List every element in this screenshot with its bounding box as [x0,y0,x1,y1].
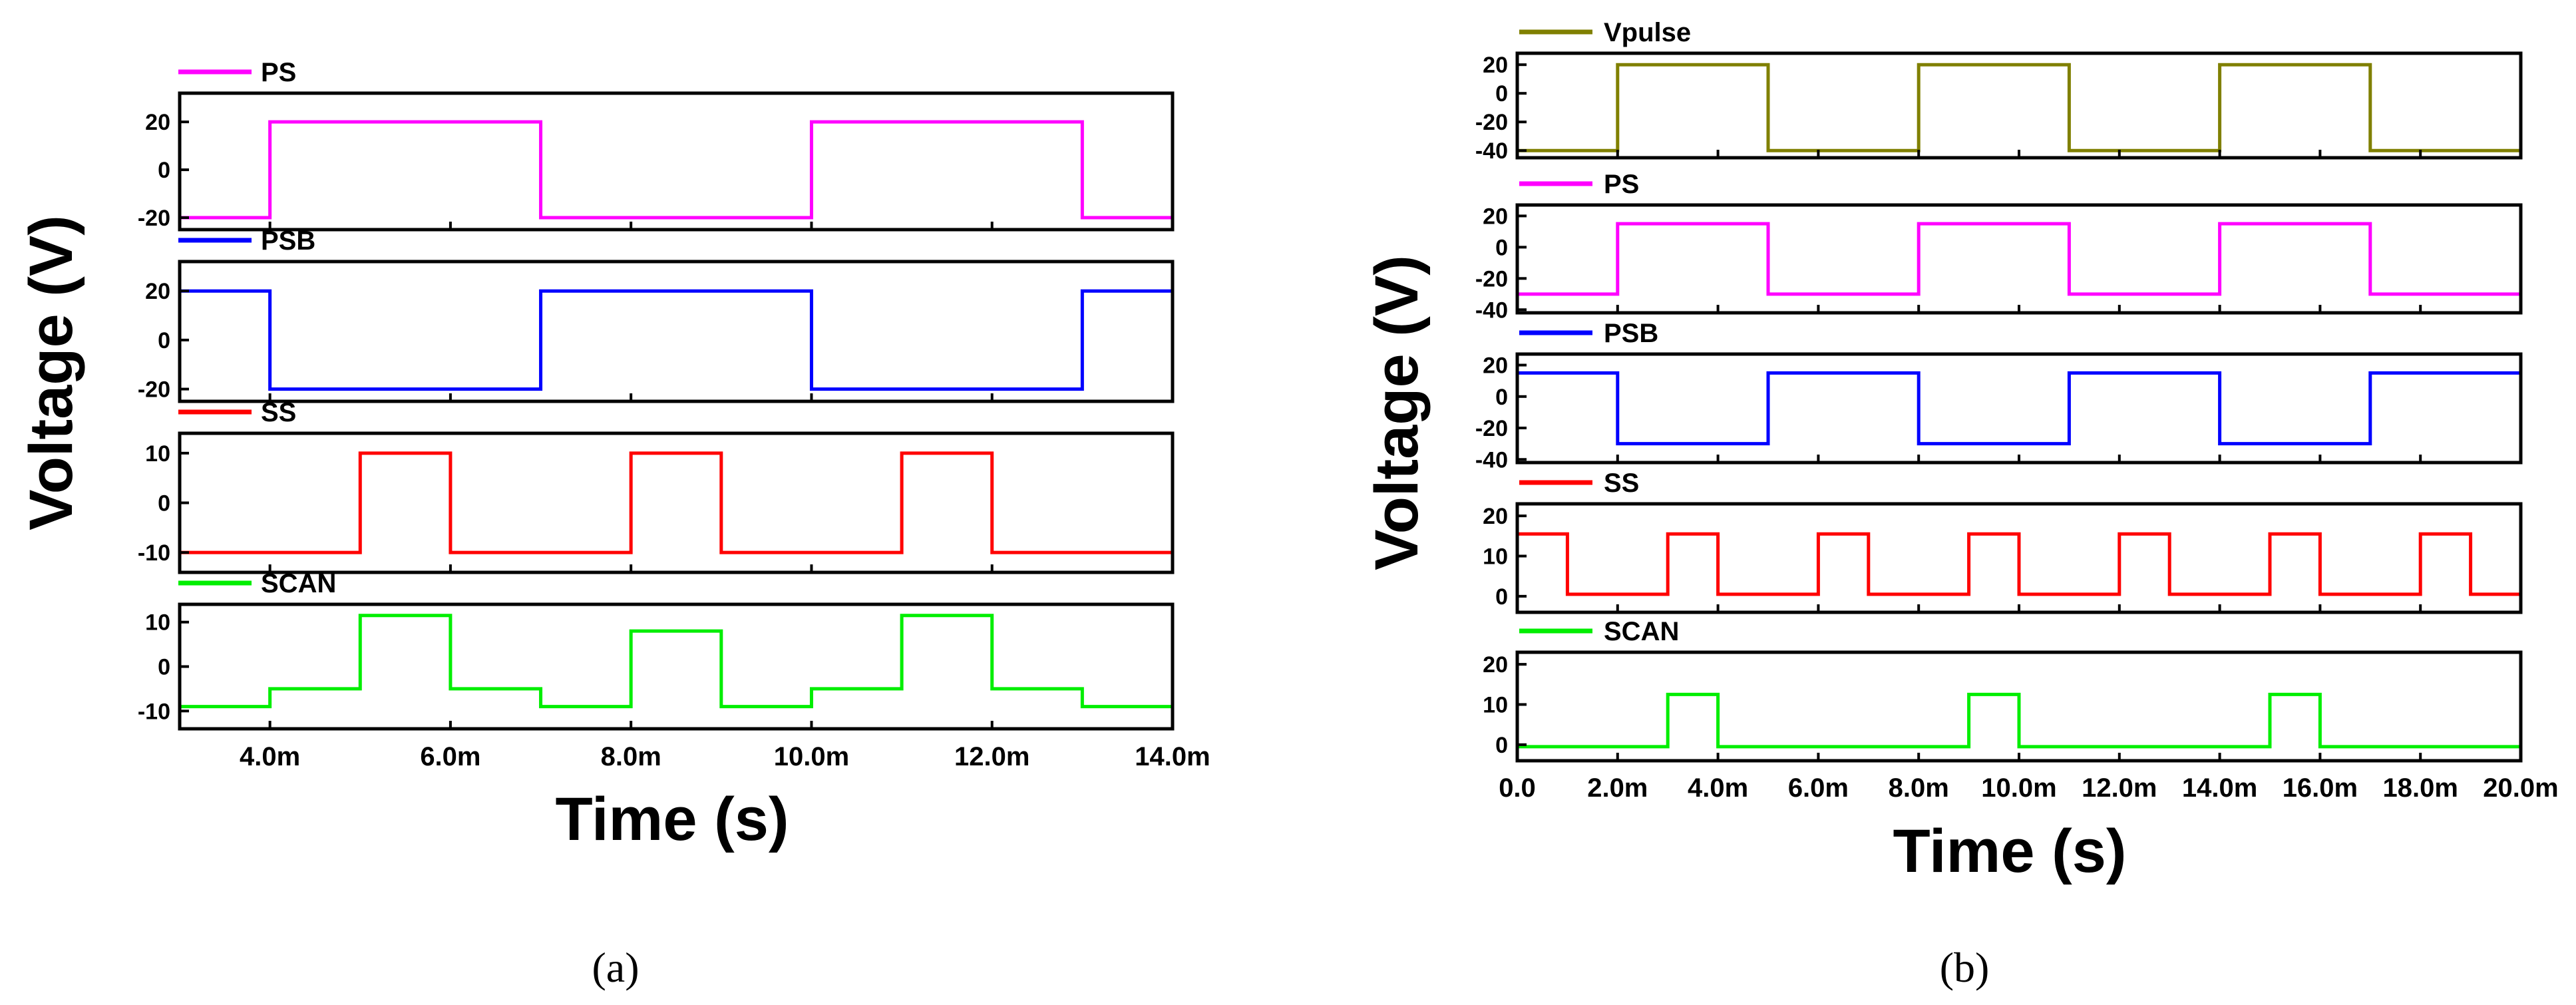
y-tick-label: -40 [1475,298,1508,323]
y-tick-label: -40 [1475,138,1508,164]
subfigure-label-a: (a) [592,944,639,991]
legend-label-vpulse: Vpulse [1604,18,1691,47]
legend-label-psb: PSB [1604,319,1658,348]
y-tick-label: -20 [138,377,170,403]
y-tick-label: -40 [1475,447,1508,473]
legend-label-psb: PSB [261,226,315,256]
y-tick-label: -10 [138,540,170,566]
x-tick-label: 18.0m [2382,773,2458,803]
legend-label-ss: SS [261,398,296,427]
y-tick-label: 0 [158,328,170,353]
y-tick-label: 20 [1483,652,1508,678]
chart-b: Voltage (V) Time (s) Vpulse -40 -20 0 20 PS -4… [1363,18,2559,885]
chart-a: Voltage (V) Time (s) PS -20 0 20 PSB -20 0 20 SS… [17,58,1210,853]
y-tick-label: 0 [1495,733,1508,758]
chart-b-panels: Vpulse-40-20020PS-40-20020PSB-40-20020SS… [1475,18,2523,763]
y-tick-label: 10 [145,441,170,467]
chart-a-ylabel: Voltage (V) [17,215,85,530]
panel-frame [178,91,1175,232]
y-tick-label: 20 [1483,353,1508,379]
x-tick-label: 0.0 [1499,773,1536,803]
y-tick-label: 20 [145,110,170,135]
y-tick-label: -10 [138,699,170,724]
x-tick-label: 4.0m [240,742,300,771]
chart-b-x-ticks: 0.0 2.0m 4.0m 6.0m 8.0m 10.0m 12.0m 14.0m 16.0m 1… [1499,773,2559,803]
y-tick-label: 20 [1483,504,1508,529]
chart-b-xlabel: Time (s) [1893,817,2126,885]
x-tick-label: 14.0m [1135,742,1210,771]
x-tick-label: 20.0m [2483,773,2558,803]
subfigure-label-b: (b) [1940,944,1990,991]
trace-psb [1517,371,2521,446]
y-tick-label: 10 [1483,544,1508,569]
legend-label-ps: PS [261,58,296,87]
y-tick-label: 0 [1495,385,1508,410]
legend-label-scan: SCAN [1604,617,1679,646]
trace-scan [180,614,1173,709]
trace-psb [180,289,1173,391]
y-tick-label: 20 [145,279,170,304]
x-tick-label: 10.0m [774,742,849,771]
legend-label-ss: SS [1604,469,1639,498]
x-tick-label: 16.0m [2283,773,2358,803]
x-tick-label: 12.0m [954,742,1029,771]
panel-frame [178,260,1175,403]
x-tick-label: 6.0m [1788,773,1849,803]
y-tick-label: 0 [1495,81,1508,106]
y-tick-label: 0 [1495,235,1508,260]
trace-ps [1517,222,2521,296]
y-tick-label: 10 [1483,692,1508,717]
chart-a-panels: PS -20 0 20 PSB -20 0 20 SS -10 0 10 SCAN -10 0 10 [138,58,1175,731]
legend-label-ps: PS [1604,170,1639,199]
y-tick-label: -20 [1475,110,1508,135]
trace-ss [180,451,1173,554]
chart-b-ylabel: Voltage (V) [1363,255,1431,570]
x-tick-label: 14.0m [2182,773,2257,803]
x-tick-label: 8.0m [1889,773,1949,803]
y-tick-label: 20 [1483,204,1508,229]
y-tick-label: -20 [1475,416,1508,441]
panel-psb: PSB -40 -20 0 20 [1475,319,2523,473]
x-tick-label: 4.0m [1688,773,1748,803]
panel-psb: PSB -20 0 20 [138,226,1175,403]
trace-scan [1517,692,2521,749]
panel-ss: SS -10 0 10 [138,398,1175,574]
y-tick-label: 0 [158,158,170,183]
x-tick-label: 8.0m [601,742,661,771]
trace-vpulse [1517,63,2521,152]
y-tick-label: -20 [138,206,170,231]
chart-a-x-ticks: 4.0m 6.0m 8.0m 10.0m 12.0m 14.0m [240,742,1210,771]
legend-label-scan: SCAN [261,569,336,598]
panel-frame [178,602,1175,731]
x-tick-label: 6.0m [420,742,480,771]
y-tick-label: 0 [158,491,170,516]
y-tick-label: -20 [1475,266,1508,292]
x-tick-label: 10.0m [1981,773,2056,803]
y-tick-label: 10 [145,610,170,636]
y-tick-label: 0 [158,655,170,680]
panel-ss: SS 0 10 20 [1483,469,2523,614]
panel-ps: PS -40 -20 0 20 [1475,170,2523,323]
chart-a-xlabel: Time (s) [555,785,789,853]
panel-scan: SCAN -10 0 10 [138,569,1175,731]
panel-scan: SCAN 0 10 20 [1483,617,2523,763]
x-tick-label: 2.0m [1587,773,1648,803]
y-tick-label: 0 [1495,584,1508,610]
x-tick-label: 12.0m [2082,773,2157,803]
y-tick-label: 20 [1483,53,1508,78]
trace-ps [180,120,1173,220]
panel-ps: PS -20 0 20 [138,58,1175,232]
panel-vpulse: Vpulse -40 -20 0 20 [1475,18,2523,164]
trace-ss [1517,532,2521,596]
